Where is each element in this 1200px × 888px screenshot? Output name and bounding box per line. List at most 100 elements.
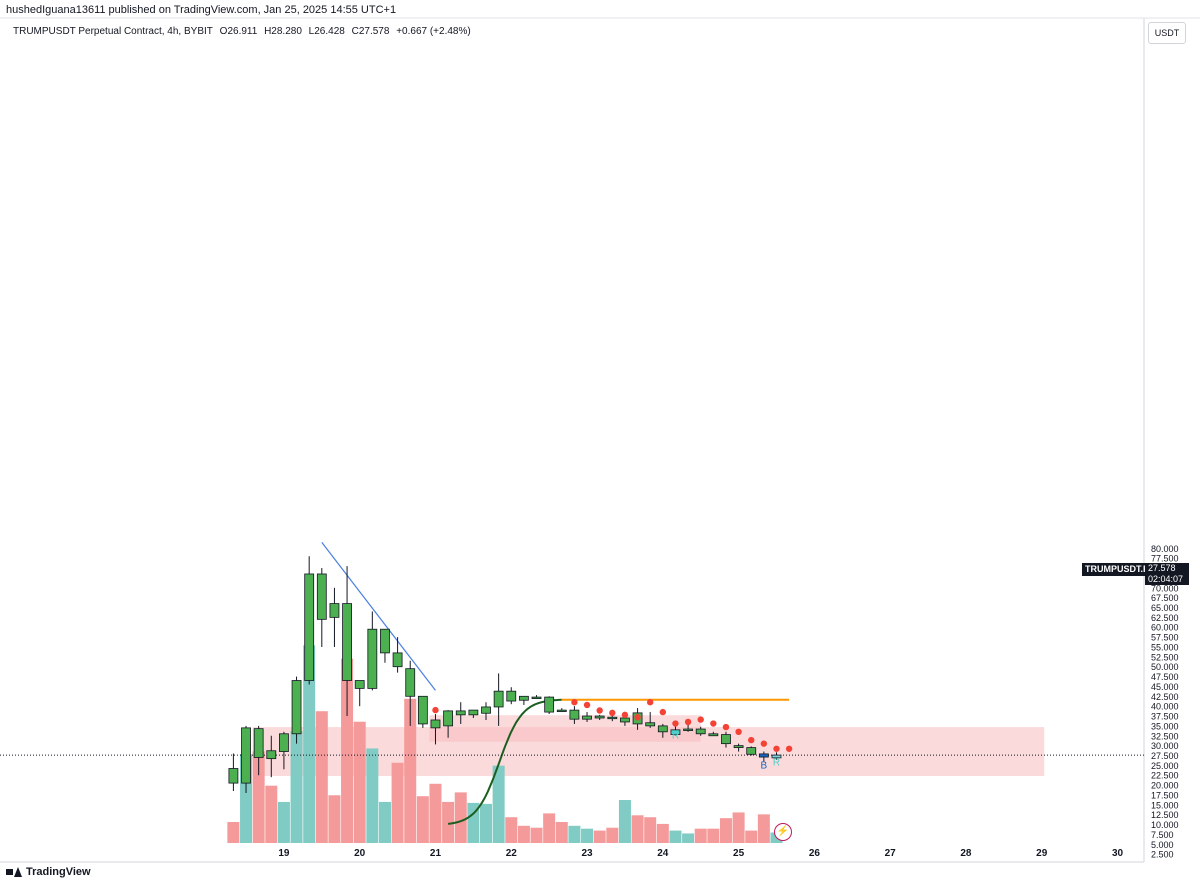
sar-dot: [609, 709, 616, 717]
candle-body: [228, 768, 239, 784]
volume-bar: [732, 812, 745, 843]
price-tick-label: 57.500: [1151, 633, 1179, 643]
sar-dot: [621, 711, 629, 719]
time-tick-label: 27: [885, 848, 897, 859]
volume-bar: [480, 803, 492, 843]
buy-marker: B: [761, 761, 768, 772]
symbol-name[interactable]: TRUMPUSDT Perpetual Contract, 4h, BYBIT: [13, 26, 213, 37]
volume-bar: [757, 814, 770, 843]
volume-bar: [631, 815, 644, 843]
price-tick-label: 2.500: [1151, 850, 1174, 860]
candle-body: [329, 603, 340, 618]
volume-bar: [366, 748, 379, 843]
volume-bar: [315, 711, 328, 843]
currency-button[interactable]: USDT: [1148, 22, 1186, 44]
volume-bar: [404, 698, 417, 843]
candle-body: [670, 729, 681, 735]
volume-bar: [745, 830, 758, 843]
sar-dot: [646, 699, 654, 706]
volume-bar: [416, 796, 429, 843]
time-tick-label: 26: [809, 848, 821, 859]
price-tick-label: 50.000: [1151, 662, 1179, 672]
price-tick-label: 32.500: [1151, 731, 1179, 741]
time-tick-label: 23: [581, 848, 593, 859]
volume-bar: [353, 721, 366, 843]
sar-dot: [697, 716, 704, 723]
sar-dot: [760, 740, 768, 747]
candle-body: [241, 727, 251, 784]
zones-group: [252, 715, 1045, 777]
candle-body: [304, 573, 315, 681]
ohlc-low: L26.428: [308, 26, 345, 37]
candle-body: [544, 696, 555, 713]
volume-bar: [530, 827, 543, 843]
volume-bar: [517, 825, 530, 843]
candle-body: [342, 603, 352, 681]
price-tick-label: 7.500: [1151, 830, 1174, 840]
candle-body: [695, 728, 706, 735]
volume-bar: [543, 813, 556, 843]
bar-countdown: 02:04:07: [1148, 574, 1184, 584]
sar-dot: [659, 708, 667, 716]
price-tick-label: 12.500: [1151, 810, 1179, 820]
price-tick-label: 67.500: [1151, 593, 1179, 603]
price-tick-label: 37.500: [1151, 712, 1179, 722]
tradingview-logo[interactable]: TradingView: [6, 866, 91, 878]
price-tick-label: 70.000: [1151, 583, 1179, 593]
sar-dot: [596, 707, 603, 714]
candle-body: [620, 717, 630, 723]
price-tick-label: 42.500: [1151, 692, 1179, 702]
time-axis-group: 19 20 21 22 23 24 25 26 27 28 29 30: [278, 848, 1123, 859]
candle-body: [392, 652, 403, 668]
price-tick-label: 30.000: [1151, 741, 1179, 751]
sar-dot: [710, 720, 717, 727]
volume-bar: [568, 825, 581, 843]
candle-body: [645, 722, 656, 727]
candle-body: [771, 754, 782, 759]
price-tick-label: 60.000: [1151, 623, 1179, 633]
time-tick-label: 25: [733, 848, 745, 859]
volume-bar: [694, 828, 707, 843]
ohlc-open: O26.911: [219, 26, 258, 37]
lightning-icon[interactable]: ⚡: [774, 823, 792, 841]
volume-bar: [719, 818, 732, 843]
volume-bar: [707, 828, 720, 843]
lines-group: [0, 542, 1144, 825]
symbol-bar: TRUMPUSDT Perpetual Contract, 4h, BYBIT …: [13, 26, 475, 37]
volume-bar: [581, 828, 594, 843]
time-tick-label: 28: [960, 848, 972, 859]
time-tick-label: 20: [354, 848, 366, 859]
candle-body: [506, 690, 517, 702]
ohlc-high: H28.280: [264, 26, 302, 37]
sar-dot: [634, 714, 641, 721]
volume-bar: [328, 795, 341, 843]
brand-name: TradingView: [26, 866, 91, 878]
candle-body: [405, 668, 416, 697]
price-tick-label: 22.500: [1151, 771, 1179, 781]
time-tick-label: 30: [1112, 848, 1124, 859]
r-marker: R: [672, 731, 679, 742]
candle-body: [430, 719, 441, 729]
candle-body: [531, 696, 542, 699]
candle-body: [758, 753, 769, 758]
volume-bar: [429, 783, 442, 843]
volume-bar: [505, 817, 518, 843]
price-tick-label: 47.500: [1151, 672, 1179, 682]
candle-body: [367, 628, 378, 689]
volume-bar: [227, 821, 240, 843]
price-tick-label: 35.000: [1151, 721, 1179, 731]
volume-group: [227, 645, 783, 843]
volume-bar: [682, 833, 695, 843]
volume-bar: [618, 800, 631, 843]
price-tick-label: 62.500: [1151, 613, 1179, 623]
last-price-tag: 27.578 02:04:07: [1145, 563, 1189, 585]
volume-bar: [303, 645, 316, 843]
candle-body: [556, 709, 567, 713]
candle-body: [253, 728, 264, 758]
ohlc-close: C27.578: [351, 26, 390, 37]
time-tick-label: 22: [506, 848, 518, 859]
price-tick-label: 45.000: [1151, 682, 1179, 692]
volume-bar: [341, 658, 354, 843]
price-tick-label: 80.000: [1151, 544, 1179, 554]
